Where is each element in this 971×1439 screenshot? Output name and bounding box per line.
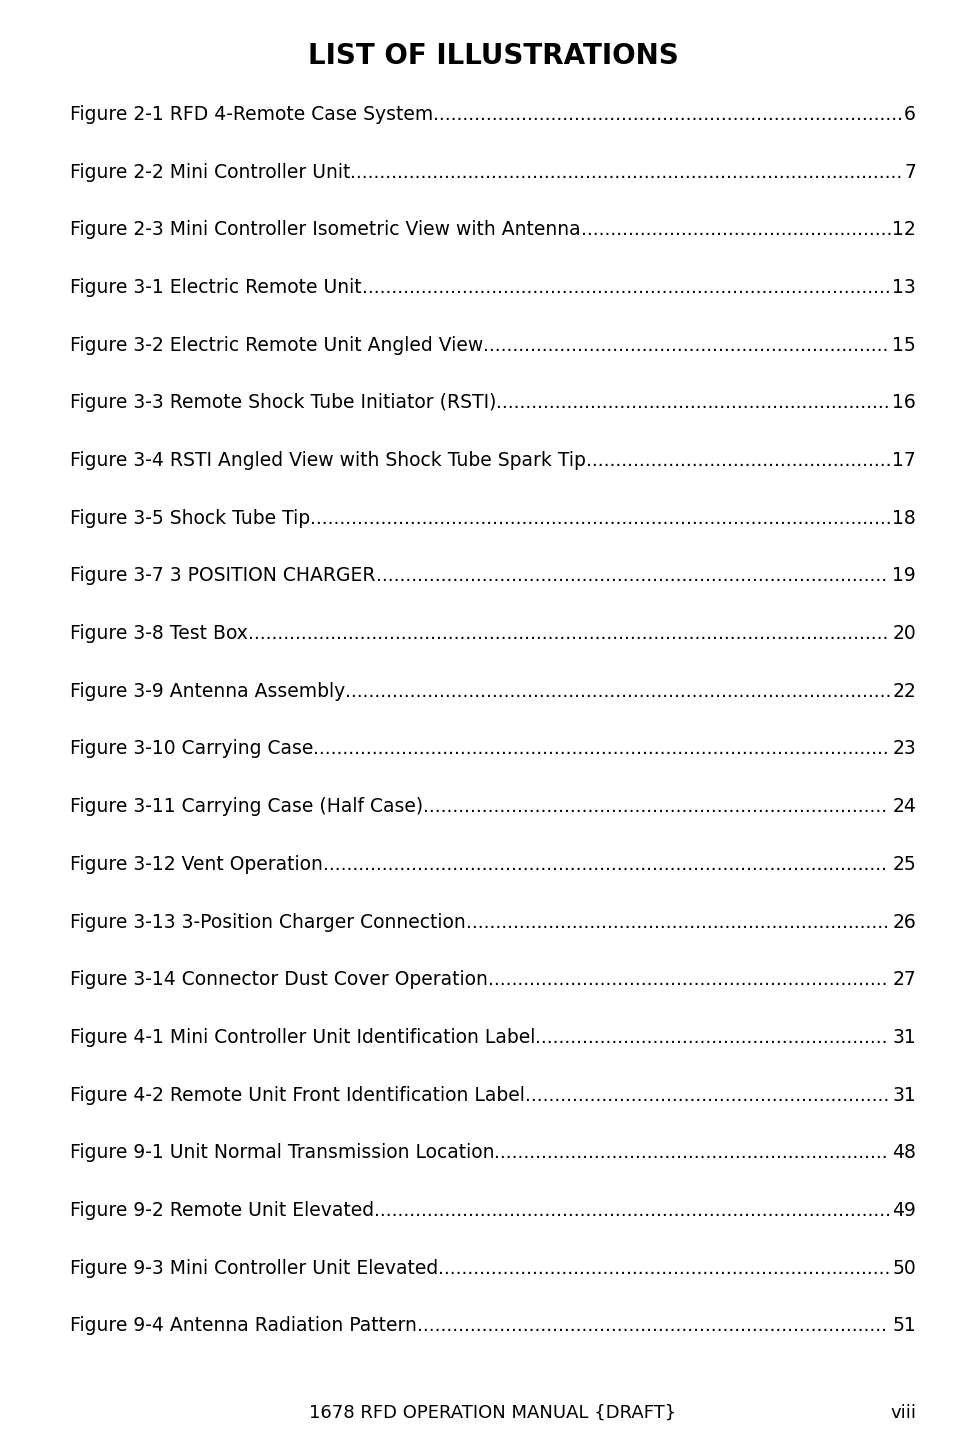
Text: 1678 RFD OPERATION MANUAL {DRAFT}: 1678 RFD OPERATION MANUAL {DRAFT}: [310, 1404, 677, 1422]
Text: ..............................................................: ........................................…: [525, 1085, 889, 1105]
Text: Figure 2-1 RFD 4-Remote Case System: Figure 2-1 RFD 4-Remote Case System: [70, 105, 433, 124]
Text: Figure 9-3 Mini Controller Unit Elevated: Figure 9-3 Mini Controller Unit Elevated: [70, 1259, 438, 1278]
Text: 16: 16: [892, 393, 916, 413]
Text: Figure 3-4 RSTI Angled View with Shock Tube Spark Tip: Figure 3-4 RSTI Angled View with Shock T…: [70, 450, 586, 471]
Text: Figure 3-1 Electric Remote Unit: Figure 3-1 Electric Remote Unit: [70, 278, 361, 296]
Text: 24: 24: [892, 797, 916, 816]
Text: .....................................................................: ........................................…: [484, 335, 888, 355]
Text: 23: 23: [892, 740, 916, 758]
Text: Figure 9-2 Remote Unit Elevated: Figure 9-2 Remote Unit Elevated: [70, 1202, 374, 1220]
Text: 12: 12: [892, 220, 916, 239]
Text: 49: 49: [892, 1202, 916, 1220]
Text: 6: 6: [904, 105, 916, 124]
Text: Figure 4-1 Mini Controller Unit Identification Label: Figure 4-1 Mini Controller Unit Identifi…: [70, 1027, 535, 1048]
Text: 25: 25: [892, 855, 916, 873]
Text: ................................................................................: ........................................…: [314, 740, 889, 758]
Text: Figure 3-13 3-Position Charger Connection: Figure 3-13 3-Position Charger Connectio…: [70, 912, 466, 931]
Text: ............................................................: ........................................…: [535, 1027, 887, 1048]
Text: 7: 7: [904, 163, 916, 181]
Text: Figure 3-5 Shock Tube Tip: Figure 3-5 Shock Tube Tip: [70, 509, 310, 528]
Text: Figure 3-3 Remote Shock Tube Initiator (RSTI): Figure 3-3 Remote Shock Tube Initiator (…: [70, 393, 496, 413]
Text: .............................................................................: ........................................…: [438, 1259, 890, 1278]
Text: ................................................................................: ........................................…: [433, 105, 903, 124]
Text: 18: 18: [892, 509, 916, 528]
Text: Figure 3-8 Test Box: Figure 3-8 Test Box: [70, 625, 248, 643]
Text: Figure 3-9 Antenna Assembly: Figure 3-9 Antenna Assembly: [70, 682, 346, 701]
Text: ....................................................: ........................................…: [586, 450, 891, 471]
Text: 27: 27: [892, 970, 916, 989]
Text: 26: 26: [892, 912, 916, 931]
Text: ...............................................................................: ........................................…: [423, 797, 887, 816]
Text: .....................................................: ........................................…: [581, 220, 892, 239]
Text: 31: 31: [892, 1027, 916, 1048]
Text: 15: 15: [892, 335, 916, 355]
Text: ................................................................................: ........................................…: [323, 855, 887, 873]
Text: ........................................................................: ........................................…: [466, 912, 888, 931]
Text: ...................................................................: ........................................…: [494, 1143, 888, 1163]
Text: Figure 2-3 Mini Controller Isometric View with Antenna: Figure 2-3 Mini Controller Isometric Vie…: [70, 220, 581, 239]
Text: ................................................................................: ........................................…: [417, 1317, 887, 1335]
Text: 13: 13: [892, 278, 916, 296]
Text: ................................................................................: ........................................…: [310, 509, 891, 528]
Text: 48: 48: [892, 1143, 916, 1163]
Text: ................................................................................: ........................................…: [351, 163, 903, 181]
Text: Figure 3-7 3 POSITION CHARGER: Figure 3-7 3 POSITION CHARGER: [70, 567, 376, 586]
Text: ....................................................................: ........................................…: [487, 970, 887, 989]
Text: viii: viii: [890, 1404, 916, 1422]
Text: Figure 9-1 Unit Normal Transmission Location: Figure 9-1 Unit Normal Transmission Loca…: [70, 1143, 494, 1163]
Text: ................................................................................: ........................................…: [361, 278, 890, 296]
Text: 50: 50: [892, 1259, 916, 1278]
Text: Figure 4-2 Remote Unit Front Identification Label: Figure 4-2 Remote Unit Front Identificat…: [70, 1085, 525, 1105]
Text: ................................................................................: ........................................…: [374, 1202, 891, 1220]
Text: LIST OF ILLUSTRATIONS: LIST OF ILLUSTRATIONS: [308, 42, 679, 71]
Text: Figure 3-14 Connector Dust Cover Operation: Figure 3-14 Connector Dust Cover Operati…: [70, 970, 487, 989]
Text: Figure 9-4 Antenna Radiation Pattern: Figure 9-4 Antenna Radiation Pattern: [70, 1317, 417, 1335]
Text: Figure 3-12 Vent Operation: Figure 3-12 Vent Operation: [70, 855, 323, 873]
Text: 51: 51: [892, 1317, 916, 1335]
Text: 20: 20: [892, 625, 916, 643]
Text: 22: 22: [892, 682, 916, 701]
Text: 17: 17: [892, 450, 916, 471]
Text: 19: 19: [892, 567, 916, 586]
Text: Figure 3-10 Carrying Case: Figure 3-10 Carrying Case: [70, 740, 314, 758]
Text: Figure 3-11 Carrying Case (Half Case): Figure 3-11 Carrying Case (Half Case): [70, 797, 423, 816]
Text: ................................................................................: ........................................…: [376, 567, 887, 586]
Text: ................................................................................: ........................................…: [346, 682, 891, 701]
Text: Figure 2-2 Mini Controller Unit: Figure 2-2 Mini Controller Unit: [70, 163, 351, 181]
Text: 31: 31: [892, 1085, 916, 1105]
Text: ...................................................................: ........................................…: [496, 393, 890, 413]
Text: ................................................................................: ........................................…: [248, 625, 888, 643]
Text: Figure 3-2 Electric Remote Unit Angled View: Figure 3-2 Electric Remote Unit Angled V…: [70, 335, 484, 355]
